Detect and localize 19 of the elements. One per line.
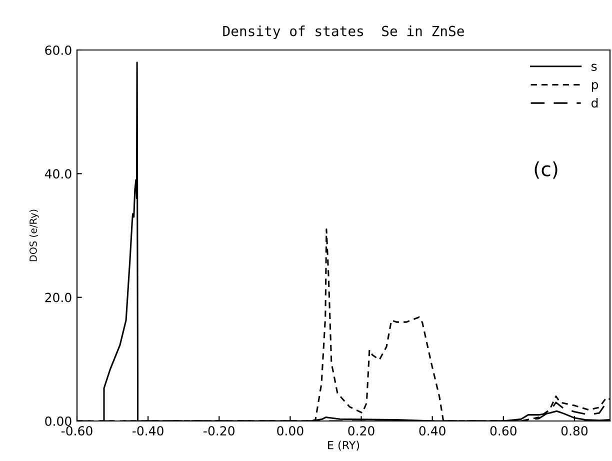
x-tick-label: 0.80 xyxy=(561,426,588,436)
y-tick-label: 40.0 xyxy=(44,169,72,179)
x-tick-label: 0.40 xyxy=(419,426,446,436)
x-tick-label: 0.60 xyxy=(490,426,516,436)
y-axis-title: DOS (e/Ry) xyxy=(29,210,39,262)
chart-title: Density of states Se in ZnSe xyxy=(223,26,464,39)
x-tick-label: 0.20 xyxy=(348,426,374,436)
x-tick-label: 0.00 xyxy=(277,426,304,436)
x-axis-title: E (RY) xyxy=(328,440,360,451)
annotation: (c) xyxy=(534,161,558,179)
x-tick-label: -0.20 xyxy=(204,426,234,436)
legend-label: p xyxy=(592,82,598,92)
y-tick-label: 60.0 xyxy=(45,45,72,55)
x-tick-label: -0.60 xyxy=(61,426,92,436)
y-tick-label: 20.0 xyxy=(45,292,72,302)
legend-label: s xyxy=(591,64,597,71)
y-tick-label: 0.00 xyxy=(45,416,72,426)
x-tick-label: -0.40 xyxy=(132,426,164,436)
legend-label: d xyxy=(592,98,598,108)
